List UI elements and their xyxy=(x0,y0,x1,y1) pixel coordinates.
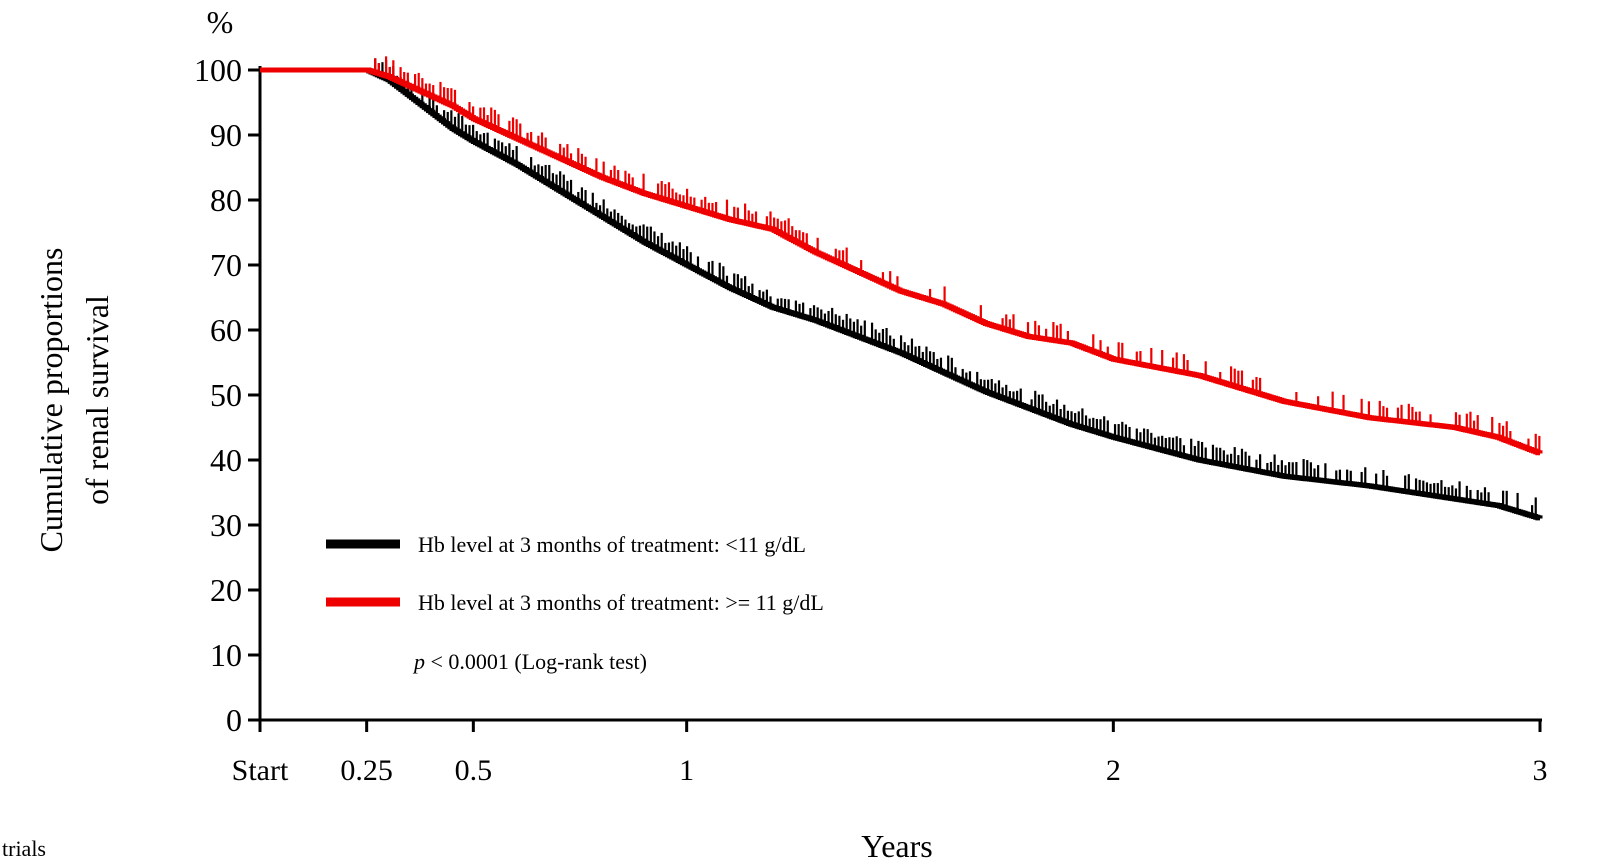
censor-ticks-red xyxy=(374,56,1541,454)
x-tick-label: Start xyxy=(232,754,289,787)
y-tick-label: 40 xyxy=(210,442,242,478)
y-tick-label: 60 xyxy=(210,312,242,348)
x-tick-label: 2 xyxy=(1106,754,1121,787)
p-symbol: p xyxy=(412,649,425,674)
x-tick-label: 0.5 xyxy=(455,754,493,787)
legend-label-black: Hb level at 3 months of treatment: <11 g… xyxy=(418,532,806,557)
p-value-text: < 0.0001 (Log-rank test) xyxy=(425,649,647,674)
y-tick-label: 30 xyxy=(210,507,242,543)
y-tick-label: 80 xyxy=(210,182,242,218)
survival-curve-red xyxy=(260,67,1543,456)
y-axis-title-line1: Cumulative proportions xyxy=(33,248,69,553)
cropped-footer-text: trials xyxy=(2,836,46,861)
y-tick-label: 70 xyxy=(210,247,242,283)
survival-curves xyxy=(260,56,1543,521)
censor-ticks-black xyxy=(374,58,1537,518)
y-tick-label: 50 xyxy=(210,377,242,413)
axes: 0 10 20 30 40 50 60 70 80 90 100 Start 0.25 0.5 1 2 3 xyxy=(194,52,1548,787)
legend: Hb level at 3 months of treatment: <11 g… xyxy=(326,532,824,615)
survival-curve-black xyxy=(260,67,1543,521)
y-axis-title-line2: of renal survival xyxy=(79,295,115,505)
y-tick-label: 10 xyxy=(210,637,242,673)
y-tick-label: 20 xyxy=(210,572,242,608)
legend-label-red: Hb level at 3 months of treatment: >= 11… xyxy=(418,590,824,615)
x-tick-label: 0.25 xyxy=(340,754,393,787)
y-tick-label: 0 xyxy=(226,702,242,738)
x-tick-label: 3 xyxy=(1533,754,1548,787)
y-unit-label: % xyxy=(207,4,234,40)
y-tick-label: 90 xyxy=(210,117,242,153)
p-value-annotation: p < 0.0001 (Log-rank test) xyxy=(412,649,647,674)
y-tick-label: 100 xyxy=(194,52,242,88)
x-axis-title: Years xyxy=(861,828,932,864)
x-tick-label: 1 xyxy=(679,754,694,787)
